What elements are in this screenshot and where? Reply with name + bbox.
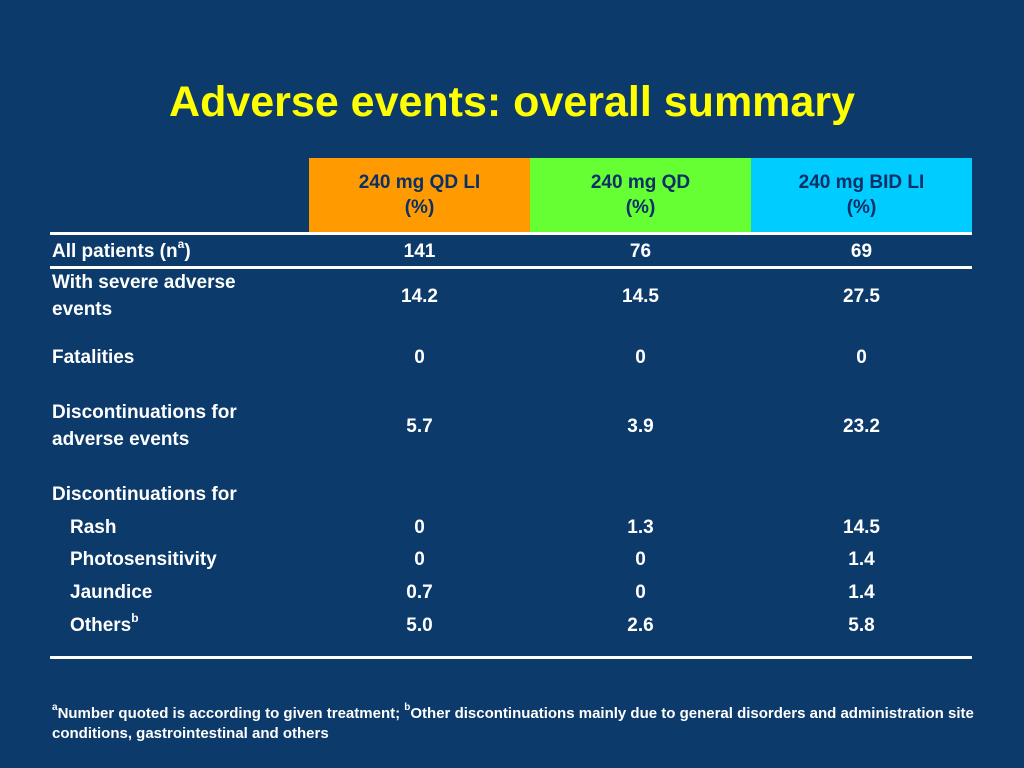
- table-top-rule: [50, 232, 972, 235]
- cell-disc-ae-qd-li: 5.7: [406, 416, 433, 437]
- cell-rash-qd-li: 0: [414, 517, 425, 538]
- cell-jaundice-bid-li: 1.4: [848, 582, 875, 603]
- row-label-discontinuations-for: Discontinuations for: [52, 484, 237, 505]
- column-header-unit: (%): [846, 197, 877, 218]
- cell-photo-qd-li: 0: [414, 549, 425, 570]
- column-header-name: 240 mg QD LI: [358, 172, 481, 193]
- column-header-unit: (%): [404, 197, 435, 218]
- cell-others-qd-li: 5.0: [406, 615, 433, 636]
- column-header-name: 240 mg QD: [590, 172, 691, 193]
- column-header-name: 240 mg BID LI: [798, 172, 925, 193]
- row-label-others: Othersb: [70, 610, 139, 636]
- cell-severe-qd-li: 14.2: [401, 286, 438, 307]
- cell-severe-qd: 14.5: [622, 286, 659, 307]
- cell-all-patients-bid-li: 69: [850, 241, 873, 262]
- cell-photo-qd: 0: [635, 549, 646, 570]
- cell-others-qd: 2.6: [627, 615, 654, 636]
- row-label-all-patients: All patients (na): [52, 236, 191, 262]
- cell-severe-bid-li: 27.5: [843, 286, 880, 307]
- cell-fatalities-qd: 0: [635, 347, 646, 368]
- column-header-unit: (%): [625, 197, 656, 218]
- cell-rash-qd: 1.3: [627, 517, 654, 538]
- footnote: aNumber quoted is according to given tre…: [52, 702, 974, 743]
- cell-all-patients-qd: 76: [629, 241, 652, 262]
- column-header-qd: 240 mg QD (%): [530, 158, 751, 232]
- table-bottom-rule: [50, 656, 972, 659]
- column-header-qd-li: 240 mg QD LI (%): [309, 158, 530, 232]
- cell-jaundice-qd: 0: [635, 582, 646, 603]
- cell-photo-bid-li: 1.4: [848, 549, 875, 570]
- row-label-discontinuations-ae: Discontinuations for adverse events: [52, 402, 237, 450]
- row-label-severe: With severe adverse events: [52, 272, 236, 320]
- cell-others-bid-li: 5.8: [848, 615, 875, 636]
- row-label-photosensitivity: Photosensitivity: [70, 549, 217, 570]
- row-label-rash: Rash: [70, 517, 117, 538]
- cell-fatalities-bid-li: 0: [856, 347, 867, 368]
- table-header-rule: [50, 266, 972, 269]
- column-header-bid-li: 240 mg BID LI (%): [751, 158, 972, 232]
- cell-rash-bid-li: 14.5: [843, 517, 880, 538]
- row-label-fatalities: Fatalities: [52, 347, 135, 368]
- slide-title: Adverse events: overall summary: [169, 78, 855, 126]
- cell-all-patients-qd-li: 141: [403, 241, 436, 262]
- cell-jaundice-qd-li: 0.7: [406, 582, 433, 603]
- cell-fatalities-qd-li: 0: [414, 347, 425, 368]
- cell-disc-ae-qd: 3.9: [627, 416, 654, 437]
- row-label-jaundice: Jaundice: [70, 582, 153, 603]
- cell-disc-ae-bid-li: 23.2: [843, 416, 880, 437]
